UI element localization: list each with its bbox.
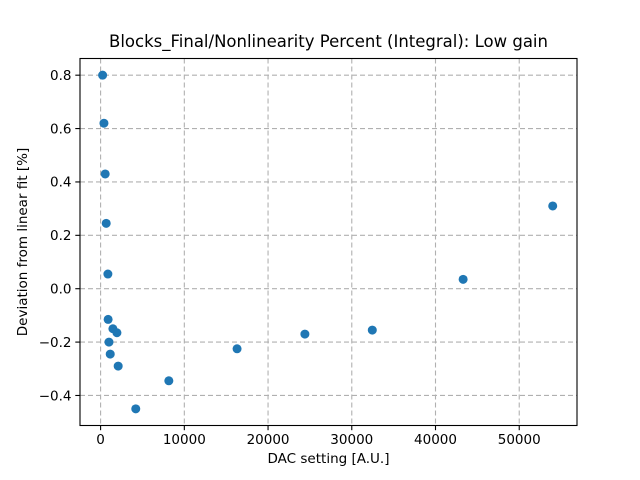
x-tick-label: 20000: [247, 432, 290, 448]
x-axis-label: DAC setting [A.U.]: [267, 451, 390, 467]
data-point: [232, 344, 242, 354]
data-point: [113, 361, 123, 371]
y-tick-label: −0.2: [39, 335, 72, 351]
data-point: [99, 118, 109, 128]
data-point: [98, 70, 108, 80]
data-point: [131, 404, 141, 414]
data-point: [458, 274, 468, 284]
y-tick-label: 0.8: [50, 68, 71, 84]
chart-title: Blocks_Final/Nonlinearity Percent (Integ…: [109, 32, 548, 51]
data-point: [100, 169, 110, 179]
y-tick-label: 0.6: [50, 121, 71, 137]
data-point: [548, 201, 558, 211]
data-point: [104, 337, 114, 347]
axes-frame: [79, 57, 578, 427]
y-tick-label: 0.0: [50, 282, 71, 298]
data-point: [367, 325, 377, 335]
y-tick-label: 0.4: [50, 175, 71, 191]
y-tick-label: −0.4: [39, 388, 72, 404]
data-point: [300, 329, 310, 339]
data-point: [101, 218, 111, 228]
data-point: [105, 349, 115, 359]
data-point: [103, 314, 113, 324]
x-tick-label: 50000: [498, 432, 541, 448]
x-tick-label: 40000: [414, 432, 457, 448]
x-tick-label: 10000: [163, 432, 206, 448]
x-tick-label: 0: [96, 432, 105, 448]
data-point: [112, 328, 122, 338]
data-point: [103, 269, 113, 279]
y-axis-label: Deviation from linear fit [%]: [15, 147, 31, 337]
data-point: [164, 376, 174, 386]
x-tick-label: 30000: [330, 432, 373, 448]
y-tick-label: 0.2: [50, 228, 71, 244]
